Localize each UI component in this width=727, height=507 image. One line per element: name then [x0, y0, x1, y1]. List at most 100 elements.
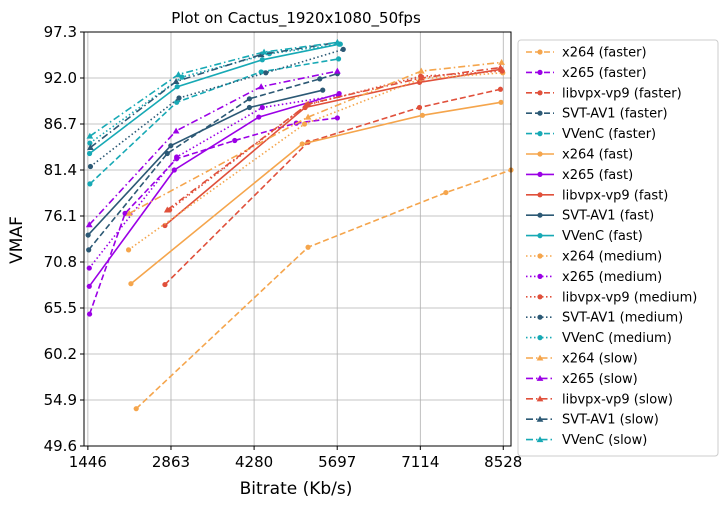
legend-item: x264 (medium): [526, 250, 662, 265]
data-point: [304, 100, 312, 107]
legend-marker: [537, 171, 543, 177]
gridlines: [84, 31, 511, 447]
series-libvpx-vp9-faster: [162, 86, 504, 288]
legend-item: VVenC (medium): [526, 331, 672, 346]
legend-label: x265 (faster): [562, 66, 647, 81]
data-point: [320, 87, 326, 93]
y-tick-label: 65.5: [44, 299, 77, 317]
data-point: [86, 311, 93, 317]
data-point: [174, 154, 180, 160]
legend-marker: [536, 436, 544, 443]
data-point: [334, 115, 340, 121]
data-point: [87, 181, 93, 187]
data-point: [87, 144, 94, 150]
legend-marker: [537, 273, 543, 279]
series-svt-av1-fast: [85, 87, 326, 238]
legend-label: x265 (slow): [562, 372, 638, 387]
data-point: [122, 210, 128, 216]
data-point: [172, 78, 180, 85]
legend-label: libvpx-vp9 (fast): [562, 188, 668, 203]
data-point: [416, 104, 423, 111]
plot-frame: [83, 31, 512, 447]
legend-label: VVenC (medium): [562, 331, 672, 346]
data-point: [317, 76, 323, 82]
data-point: [257, 83, 265, 90]
data-point: [497, 64, 504, 71]
series-line: [88, 70, 338, 226]
y-tick-label: 60.2: [44, 345, 77, 363]
legend-item: x265 (medium): [526, 270, 662, 285]
series-x264-faster: [133, 167, 514, 412]
legend-item: x265 (slow): [526, 372, 638, 387]
legend-marker: [537, 294, 543, 300]
series-line: [166, 66, 501, 211]
legend-marker: [537, 212, 543, 218]
legend-label: VVenC (fast): [562, 229, 643, 244]
series-line: [89, 41, 338, 137]
data-point: [87, 140, 93, 146]
data-point: [498, 58, 505, 65]
series-x264-medium: [125, 70, 506, 253]
data-point: [163, 206, 171, 213]
legend-item: libvpx-vp9 (fast): [526, 188, 668, 203]
series-libvpx-vp9-slow: [163, 64, 504, 213]
data-point: [162, 281, 168, 288]
legend-item: x264 (fast): [526, 148, 633, 163]
x-tick-label: 7114: [401, 453, 439, 471]
data-point: [256, 114, 262, 120]
x-tick-label: 5697: [318, 453, 356, 471]
legend-item: SVT-AV1 (slow): [526, 413, 659, 428]
legend-item: VVenC (faster): [526, 127, 656, 142]
data-point: [259, 104, 265, 111]
data-point: [176, 95, 182, 101]
legend-marker: [537, 49, 543, 55]
legend-label: libvpx-vp9 (medium): [562, 290, 697, 305]
data-point: [304, 113, 312, 120]
data-point: [497, 86, 504, 92]
legend-frame: [517, 39, 719, 457]
data-point: [258, 69, 264, 75]
legend-marker: [537, 314, 543, 320]
legend-label: x265 (fast): [562, 168, 633, 183]
data-point: [86, 283, 92, 289]
series-line: [128, 72, 503, 251]
legend-label: x264 (slow): [562, 352, 638, 367]
series-line: [135, 169, 512, 410]
series-line: [90, 48, 344, 168]
data-point: [86, 265, 92, 271]
chart-title: Plot on Cactus_1920x1080_50fps: [171, 9, 421, 28]
legend-label: SVT-AV1 (slow): [562, 413, 659, 428]
series-vvenc-slow: [86, 39, 341, 139]
data-point: [162, 222, 168, 229]
series-line: [164, 68, 502, 227]
data-point: [172, 127, 180, 134]
data-point: [85, 221, 93, 228]
data-point: [246, 104, 253, 111]
data-point: [232, 137, 238, 144]
series-line: [164, 88, 501, 286]
data-point: [335, 56, 342, 62]
data-point: [334, 39, 341, 45]
data-point: [263, 70, 269, 76]
data-point: [85, 232, 91, 238]
data-point: [259, 57, 265, 63]
series-svt-av1-faster: [86, 71, 340, 253]
data-point: [87, 163, 94, 170]
y-tick-label: 49.6: [44, 437, 77, 455]
y-tick-label: 86.7: [44, 115, 77, 133]
y-axis-label: VMAF: [7, 216, 27, 264]
legend-label: VVenC (faster): [562, 127, 656, 142]
legend: x264 (faster) x265 (faster) libvpx-vp9 (fa…: [517, 39, 719, 457]
series-x264-fast: [128, 99, 504, 287]
data-point: [164, 150, 170, 157]
legend-marker: [536, 354, 544, 361]
data-point: [168, 143, 174, 149]
legend-marker: [537, 90, 543, 96]
legend-label: x264 (fast): [562, 148, 633, 163]
legend-item: x264 (slow): [526, 352, 638, 367]
legend-label: VVenC (slow): [562, 433, 647, 448]
legend-marker: [537, 110, 543, 116]
legend-item: VVenC (slow): [526, 433, 647, 448]
y-tick-label: 70.8: [44, 253, 77, 271]
legend-marker: [537, 131, 543, 137]
